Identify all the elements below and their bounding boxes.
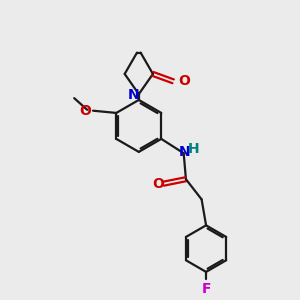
Text: H: H <box>188 142 200 156</box>
Text: O: O <box>178 74 190 88</box>
Text: F: F <box>201 282 211 296</box>
Text: O: O <box>79 104 91 118</box>
Text: N: N <box>179 145 190 159</box>
Text: N: N <box>128 88 139 102</box>
Text: O: O <box>152 177 164 191</box>
